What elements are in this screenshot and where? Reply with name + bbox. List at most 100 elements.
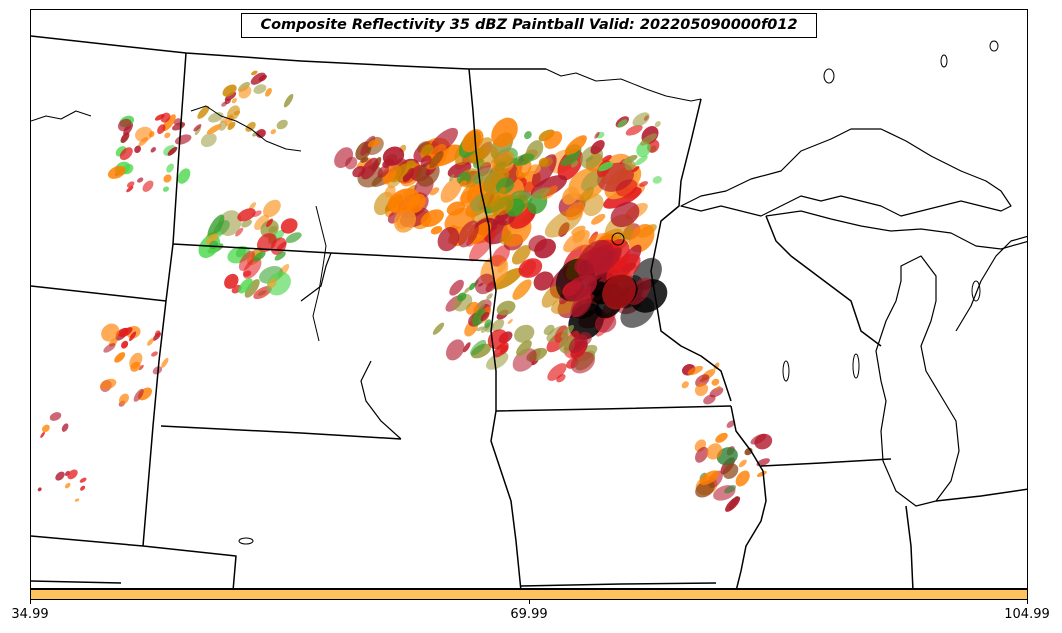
reflectivity-blob <box>499 231 513 245</box>
reflectivity-blob <box>130 361 141 372</box>
reflectivity-blob <box>119 147 133 161</box>
reflectivity-blob <box>471 145 499 167</box>
reflectivity-blob <box>238 85 252 99</box>
reflectivity-blob <box>121 340 129 349</box>
reflectivity-blob <box>383 169 397 185</box>
reflectivity-blob <box>715 385 721 391</box>
reflectivity-blob <box>253 251 266 262</box>
reflectivity-blob <box>492 267 523 290</box>
sd-mn-border <box>490 260 497 411</box>
reflectivity-blob <box>268 225 278 233</box>
reflectivity-blob <box>507 319 513 324</box>
reflectivity-blob <box>513 153 535 166</box>
reflectivity-blob <box>138 137 149 147</box>
reflectivity-blob <box>713 362 720 370</box>
reflectivity-blob <box>541 185 558 201</box>
reflectivity-blob <box>360 156 369 163</box>
reflectivity-blob <box>560 153 580 166</box>
reflectivity-blob <box>213 220 230 236</box>
reflectivity-blob <box>726 420 736 428</box>
reflectivity-blob <box>480 311 490 322</box>
reflectivity-blob <box>393 208 417 233</box>
reflectivity-blob <box>274 251 286 261</box>
reflectivity-blob <box>543 324 555 336</box>
reflectivity-blob <box>148 131 155 138</box>
reflectivity-blob <box>129 331 137 342</box>
reflectivity-blob <box>103 343 116 353</box>
reflectivity-blob <box>590 139 605 155</box>
reflectivity-blob <box>625 124 643 136</box>
reflectivity-blob <box>464 287 471 294</box>
map-title: Composite Reflectivity 35 dBZ Paintball … <box>241 13 817 38</box>
reflectivity-blob <box>276 119 288 130</box>
reflectivity-blob <box>568 334 588 354</box>
reflectivity-blob <box>695 446 709 463</box>
ia-ne-border <box>490 410 522 588</box>
paintball-layer <box>37 70 773 512</box>
reflectivity-blob <box>694 382 709 397</box>
reflectivity-blob <box>382 146 405 166</box>
reflectivity-blob <box>511 245 531 265</box>
reflectivity-blob <box>497 260 507 273</box>
ia-mn-border <box>495 405 732 412</box>
reflectivity-blob <box>521 259 537 277</box>
lower-michigan <box>955 235 1027 332</box>
reflectivity-blob <box>695 374 710 387</box>
reflectivity-blob <box>703 394 716 405</box>
lake-fragment <box>782 360 790 382</box>
reflectivity-blob <box>602 274 636 310</box>
colorbar-tick-label-min: 34.99 <box>11 607 49 622</box>
reflectivity-blob <box>251 70 258 76</box>
reflectivity-blob <box>407 193 426 214</box>
reflectivity-blob <box>429 187 440 196</box>
reflectivity-blob <box>578 186 594 205</box>
ia-mo-border <box>520 582 717 587</box>
reflectivity-blob <box>390 163 410 183</box>
reflectivity-blob <box>64 482 71 489</box>
reflectivity-blob <box>594 131 600 139</box>
reflectivity-blob <box>449 279 464 296</box>
reflectivity-blob <box>531 187 551 199</box>
reflectivity-blob <box>193 124 202 132</box>
wy-ne-border <box>31 535 237 588</box>
reflectivity-blob <box>724 484 737 494</box>
reflectivity-blob <box>384 185 396 198</box>
lake-fragment <box>971 280 981 302</box>
ia-il-border <box>730 405 767 588</box>
reflectivity-blob <box>486 352 509 370</box>
reflectivity-blob <box>402 173 413 181</box>
reflectivity-blob <box>486 293 493 300</box>
reflectivity-blob <box>137 177 144 183</box>
reflectivity-blob <box>172 122 186 131</box>
reflectivity-blob <box>245 121 256 132</box>
reflectivity-blob <box>623 155 638 164</box>
reflectivity-blob <box>377 165 390 178</box>
reflectivity-blob <box>224 91 237 102</box>
reflectivity-blob <box>632 112 650 127</box>
reflectivity-blob <box>628 223 655 253</box>
reflectivity-blob <box>482 168 510 192</box>
in-il-border <box>905 505 914 588</box>
lake-fragment <box>852 353 860 379</box>
reflectivity-blob <box>477 300 486 310</box>
reflectivity-blob <box>432 322 445 335</box>
reflectivity-blob <box>699 470 720 485</box>
reflectivity-blob <box>243 270 252 277</box>
reflectivity-blob <box>244 279 260 298</box>
reflectivity-blob <box>267 277 277 289</box>
reflectivity-blob <box>194 126 201 136</box>
reflectivity-blob <box>174 134 192 145</box>
reflectivity-blob <box>270 129 277 135</box>
reflectivity-blob <box>534 238 556 259</box>
reflectivity-blob <box>41 424 50 433</box>
reflectivity-blob <box>470 167 495 185</box>
lake-superior-west-shore <box>545 68 702 102</box>
reflectivity-blob <box>540 157 554 168</box>
reflectivity-blob <box>154 330 161 337</box>
reflectivity-blob <box>256 129 266 138</box>
reflectivity-blob <box>581 169 603 191</box>
reflectivity-blob <box>654 121 661 128</box>
reflectivity-map <box>31 35 1027 588</box>
colorbar-tick-label-max: 104.99 <box>1004 607 1050 622</box>
reflectivity-blob <box>491 319 505 332</box>
